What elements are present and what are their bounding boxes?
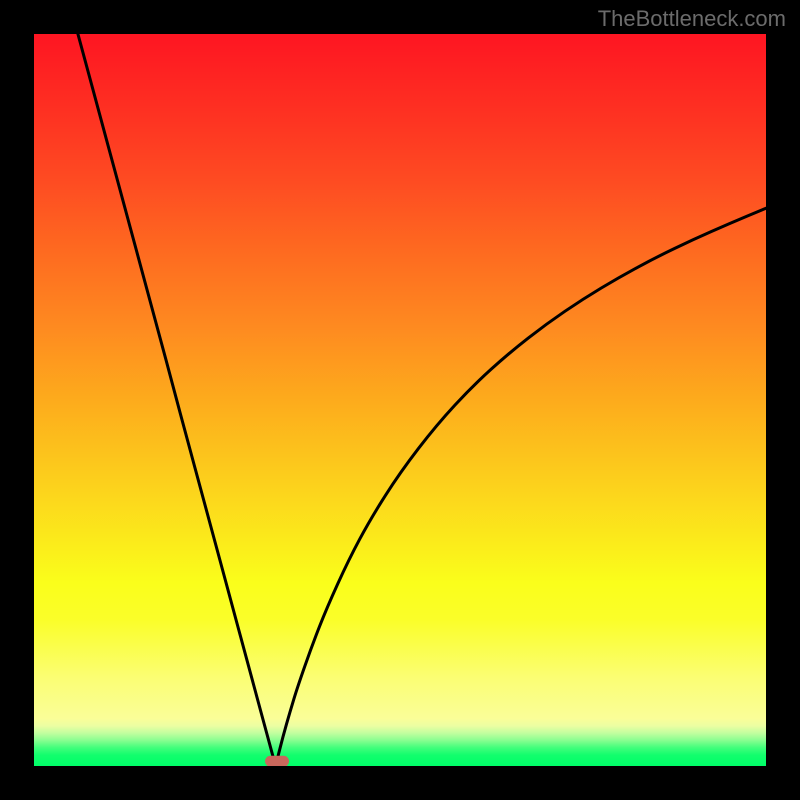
chart-container: TheBottleneck.com [0, 0, 800, 800]
min-marker [265, 756, 289, 766]
plot-area [34, 34, 766, 766]
watermark-text: TheBottleneck.com [598, 6, 786, 32]
curve-layer [34, 34, 766, 766]
bottleneck-curve [78, 34, 766, 766]
